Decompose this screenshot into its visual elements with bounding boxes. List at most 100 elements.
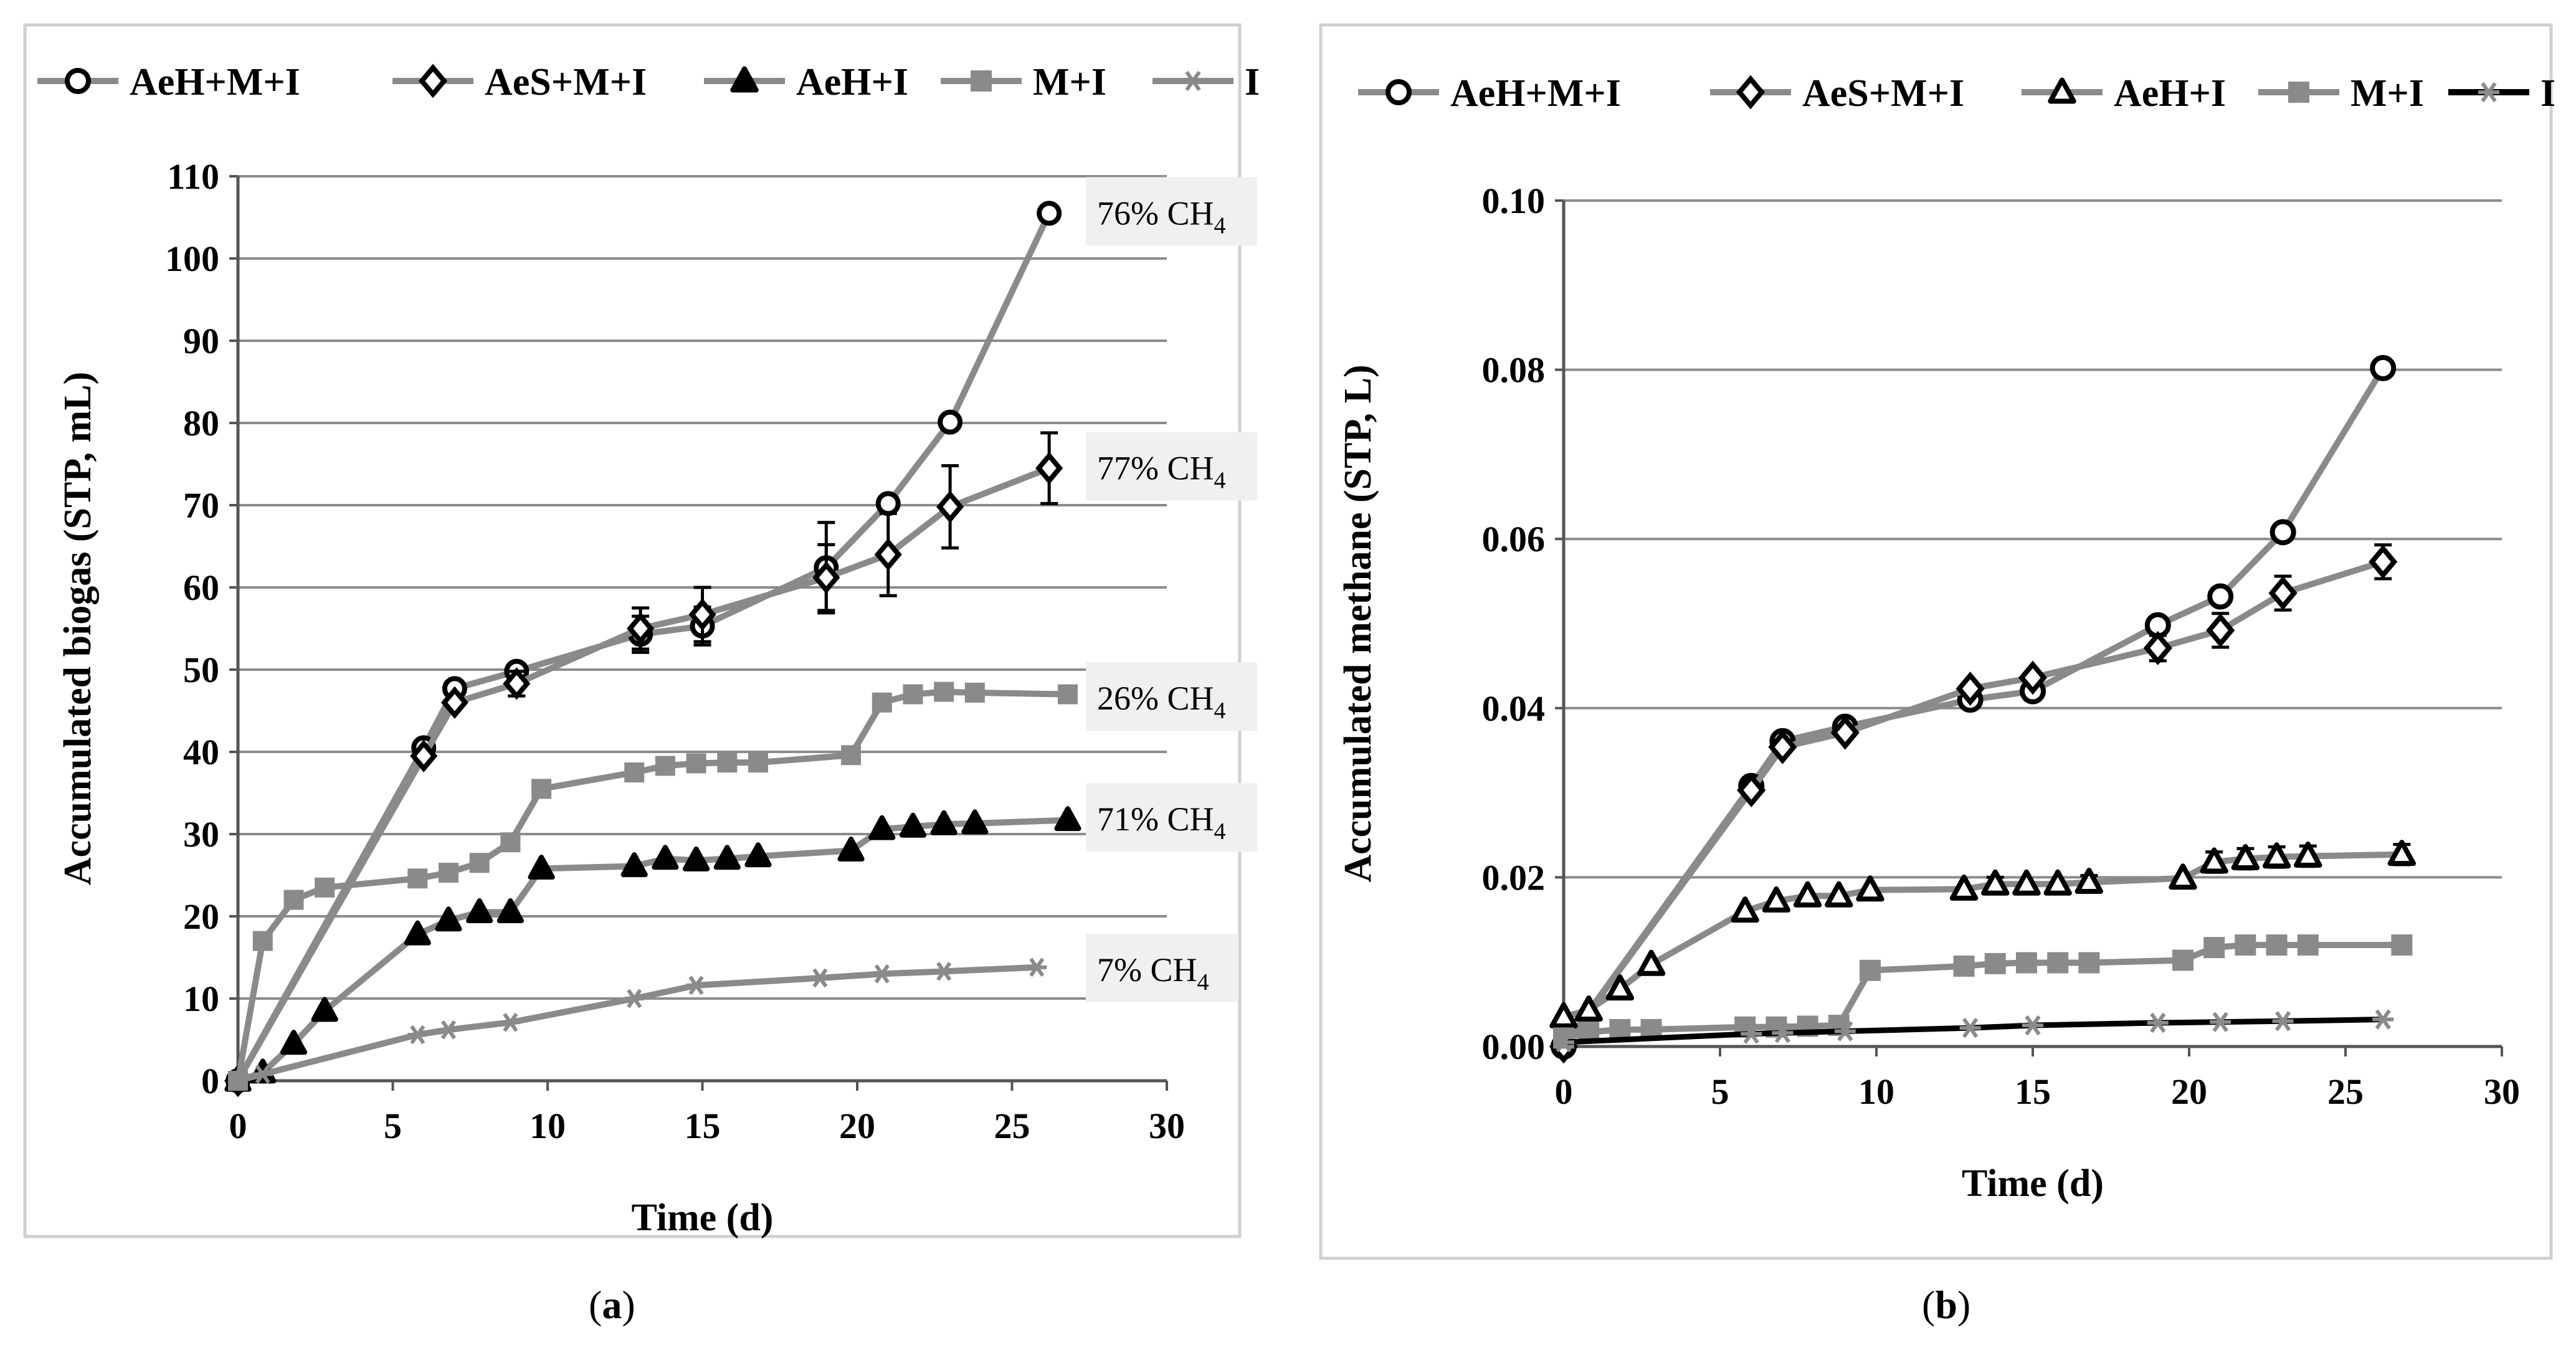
annotation-label: 7% CH4	[1097, 951, 1209, 995]
data-point	[936, 490, 964, 523]
data-point	[2018, 660, 2048, 695]
data-point	[627, 612, 655, 645]
data-point	[407, 868, 428, 889]
data-point	[2169, 863, 2197, 890]
data-point	[717, 752, 738, 773]
data-point	[2206, 613, 2235, 648]
legend: AeH+M+I AeS+M+I AeH+I M+I I	[37, 61, 1260, 103]
x-axis-label: Time (d)	[1962, 1162, 2104, 1205]
data-point	[2266, 934, 2288, 956]
data-point	[311, 997, 338, 1022]
chart-frame	[23, 23, 1242, 1238]
data-point-stroke-2	[1837, 1021, 1853, 1042]
annotation-label: 26% CH4	[1097, 680, 1226, 724]
x-axis-label: Time (d)	[632, 1197, 774, 1239]
data-point	[655, 756, 675, 776]
legend-marker-stroke-2	[2481, 82, 2497, 103]
data-point-stroke-2	[1743, 1023, 1759, 1044]
series-line	[1561, 559, 2384, 1048]
series-line	[235, 688, 1068, 1081]
data-point	[686, 753, 706, 774]
data-point	[2210, 1012, 2231, 1032]
data-point	[1037, 201, 1062, 226]
data-point	[688, 598, 716, 631]
annotation-label: 77% CH4	[1097, 450, 1226, 494]
annotation-text: 71% CH	[1097, 800, 1214, 838]
data-point	[682, 846, 710, 871]
data-point-stroke-2	[230, 1071, 246, 1091]
data-point-stroke-2	[1029, 957, 1045, 977]
data-point	[934, 681, 954, 702]
data-point	[2272, 1011, 2294, 1032]
data-point	[1027, 957, 1047, 977]
legend-marker	[730, 66, 759, 93]
data-point	[2143, 630, 2172, 665]
data-point	[435, 906, 462, 932]
data-point	[620, 852, 648, 878]
data-point	[2207, 583, 2234, 610]
data-point	[1057, 684, 1078, 705]
series-M+I	[228, 681, 1078, 1091]
series-AeH+I	[224, 806, 1081, 1092]
y-tick-label: 30	[183, 814, 219, 855]
series-AeH+M+I	[226, 201, 1062, 1093]
data-point-stroke-2	[936, 962, 952, 981]
y-tick-label: 40	[183, 732, 219, 772]
series-AeH+I	[1549, 840, 2417, 1028]
data-point	[2235, 934, 2256, 956]
legend-label: AeH+I	[796, 61, 908, 103]
data-point	[2147, 1012, 2169, 1033]
data-point	[624, 762, 645, 782]
data-point	[713, 845, 741, 870]
x-tick-label: 15	[2015, 1071, 2051, 1112]
legend-marker	[1736, 75, 1766, 110]
data-point-stroke-2	[812, 968, 828, 988]
legend-label: AeH+I	[2114, 72, 2226, 115]
annotation-subscript: 4	[1214, 468, 1226, 494]
series-M+I	[1553, 934, 2413, 1049]
y-tick-label: 70	[183, 485, 219, 526]
data-point	[624, 989, 645, 1009]
data-point-stroke-2	[410, 1025, 425, 1045]
data-point	[2370, 354, 2397, 381]
annotation-box	[1086, 783, 1257, 852]
series-line	[1562, 942, 2402, 1042]
annotation-subscript: 4	[1197, 969, 1209, 995]
data-point-stroke-2	[440, 1020, 457, 1040]
legend-marker	[971, 70, 992, 92]
data-point	[315, 877, 335, 898]
legend-marker	[65, 68, 91, 94]
annotation-text: 76% CH	[1097, 194, 1214, 232]
data-point-stroke-2	[2150, 1012, 2166, 1033]
series-line	[235, 465, 1050, 1083]
data-point	[2075, 867, 2104, 894]
data-point	[2268, 576, 2298, 610]
legend-label: AeH+M+I	[130, 61, 300, 103]
data-point-stroke-2	[874, 964, 890, 984]
data-point	[500, 1012, 521, 1032]
y-tick-label: 50	[183, 650, 219, 690]
data-point	[2200, 847, 2228, 874]
data-point	[283, 890, 304, 910]
legend-marker	[2478, 82, 2499, 103]
annotation-box	[1086, 432, 1257, 501]
data-point	[2078, 952, 2100, 974]
data-point	[410, 739, 438, 772]
legend-marker	[1385, 79, 1412, 105]
legend-label: M+I	[2350, 72, 2424, 115]
data-point	[440, 686, 468, 719]
data-point	[1741, 1023, 1762, 1044]
y-tick-label: 0.10	[1482, 181, 1546, 221]
data-point	[1553, 1032, 1574, 1053]
data-point	[466, 898, 493, 923]
data-point	[1981, 869, 2010, 896]
data-point	[2372, 1009, 2394, 1030]
data-point	[438, 1020, 459, 1040]
data-point	[812, 561, 840, 594]
annotation-subscript: 4	[1214, 212, 1226, 239]
data-point	[1035, 452, 1063, 485]
chart-a: 0 10 20 30 40 50 60 70 80 90 100 110 0 5 10 15 20 25 30 Tim…	[23, 23, 1260, 1239]
data-point	[1772, 1023, 1794, 1043]
y-tick-label: 0.04	[1482, 688, 1546, 729]
y-axis-label: Accumulated biogas (STP, mL)	[57, 372, 99, 885]
